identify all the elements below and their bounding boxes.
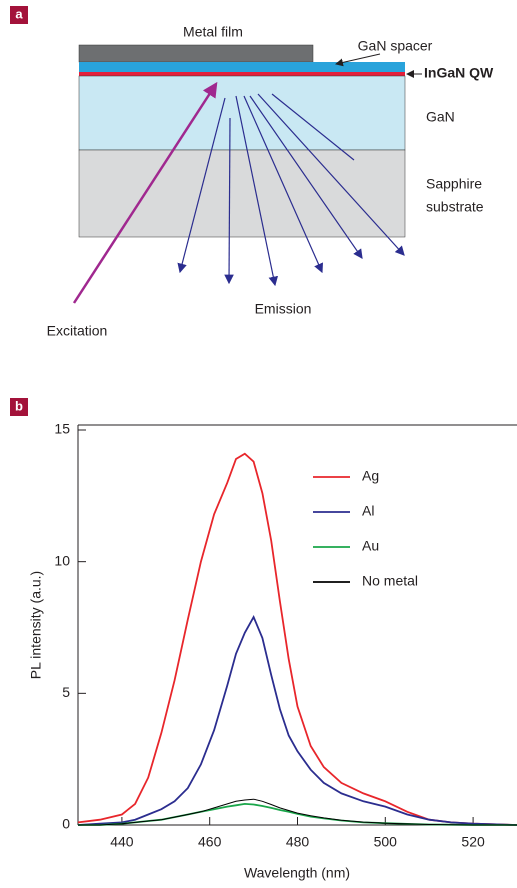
- legend-label: Al: [362, 503, 374, 519]
- legend-label: Ag: [362, 468, 379, 484]
- x-tick-label: 520: [461, 834, 485, 850]
- series-line: [78, 798, 517, 826]
- y-tick-label: 0: [62, 816, 70, 832]
- y-tick-label: 15: [54, 421, 70, 437]
- panel-b: b Wavelength (nm) PL intensity (a.u.) 0 5…: [10, 398, 517, 881]
- x-tick-label: 480: [286, 834, 310, 850]
- emission-arrows: [177, 93, 405, 287]
- label: Metal film: [183, 24, 243, 40]
- label: substrate: [426, 199, 484, 215]
- quantum-well: [79, 72, 405, 76]
- panel-label: b: [15, 398, 23, 413]
- label: GaN: [426, 109, 455, 125]
- panel-label: a: [15, 6, 23, 21]
- x-tick-label: 500: [374, 834, 398, 850]
- x-axis-label: Wavelength (nm): [244, 865, 350, 881]
- label: InGaN QW: [424, 65, 494, 81]
- panel-a: a Metal film GaN spacer InGaN QW GaN Sap…: [10, 6, 494, 339]
- label: GaN spacer: [358, 38, 433, 54]
- label: Excitation: [47, 323, 108, 339]
- metal-film: [78, 44, 314, 63]
- x-tick-label: 440: [110, 834, 134, 850]
- y-tick-label: 10: [54, 552, 70, 568]
- legend-label: Au: [362, 538, 379, 554]
- series-line: [77, 452, 517, 826]
- label: Sapphire: [426, 176, 482, 192]
- panel-label-box: [10, 398, 28, 416]
- x-tick-label: 460: [198, 834, 222, 850]
- label: Emission: [255, 301, 312, 317]
- sapphire-layer: [78, 149, 406, 238]
- spacer-layer: [79, 62, 405, 72]
- pointer: [335, 53, 381, 67]
- legend-label: No metal: [362, 573, 418, 589]
- excitation-arrow: [72, 81, 218, 304]
- gan-layer: [78, 75, 406, 151]
- series-line: [77, 614, 517, 826]
- y-tick-label: 5: [62, 684, 70, 700]
- y-axis-label: PL intensity (a.u.): [28, 571, 44, 679]
- panel-label-box: [10, 6, 28, 24]
